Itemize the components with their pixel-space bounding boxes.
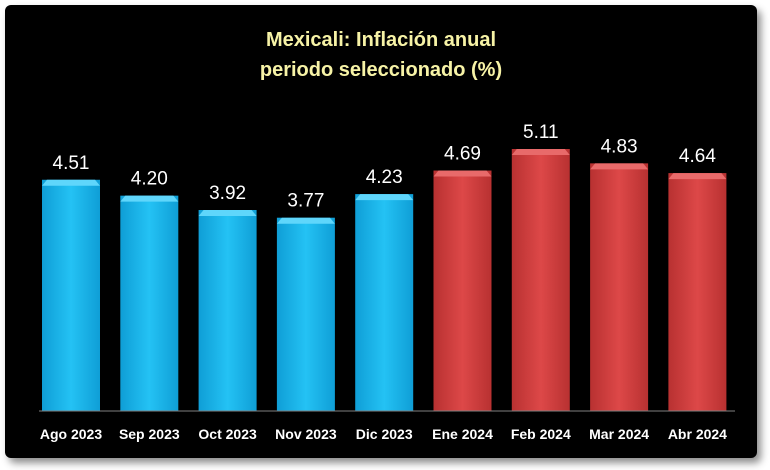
bar-value-label-8: 4.64 [679,146,716,167]
category-label-3: Nov 2023 [275,426,337,442]
bar-rect-3 [276,217,335,411]
bar-cap-2 [198,210,257,217]
category-label-4: Dic 2023 [356,426,413,442]
category-label-7: Mar 2024 [589,426,649,442]
category-label-6: Feb 2024 [511,426,571,442]
bar-rect-5 [433,170,492,411]
chart-title-line-2: periodo seleccionado (%) [259,59,503,81]
category-label-5: Ene 2024 [432,426,493,442]
bar-0 [42,179,100,411]
bar-value-label-1: 4.20 [131,169,168,190]
bar-cap-4 [355,194,414,201]
bar-4 [355,194,414,411]
bar-2 [198,210,257,411]
bar-cap-8 [668,173,727,180]
category-label-2: Oct 2023 [198,426,257,442]
bar-rect-6 [511,149,570,411]
bar-cap-5 [433,170,492,177]
bar-3 [276,217,335,411]
category-labels-group: Ago 2023 Sep 2023 Oct 2023 Nov 2023 Dic 2023… [40,426,727,442]
bar-rect-0 [42,179,100,411]
bar-chart: 4.51 4.20 3.92 3.77 4.23 4.69 5.11 4.83 4.64 Ago… [39,122,735,442]
chart-frame: Mexicali: Inflación anual periodo selecc… [5,5,757,458]
bar-value-label-4: 4.23 [366,167,403,188]
bar-8 [668,173,727,411]
bar-rect-7 [590,163,649,411]
bar-6 [511,149,570,411]
bar-cap-1 [120,195,179,202]
bar-cap-0 [42,179,100,186]
bar-5 [433,170,492,411]
bar-value-label-2: 3.92 [209,183,246,204]
bar-1 [120,195,179,411]
bar-cap-6 [511,149,570,155]
chart-title-line-1: Mexicali: Inflación anual [265,29,497,51]
bar-rect-4 [355,194,414,411]
bar-value-label-7: 4.83 [601,136,638,157]
category-label-8: Abr 2024 [668,426,727,442]
category-label-0: Ago 2023 [40,426,102,442]
chart-title: Mexicali: Inflación anual periodo selecc… [5,25,757,85]
bar-rect-1 [120,195,179,411]
bar-rect-2 [198,210,257,411]
bar-rect-8 [668,173,727,411]
category-label-1: Sep 2023 [119,426,180,442]
bar-cap-3 [276,217,335,224]
bar-value-label-3: 3.77 [287,191,324,212]
bar-value-label-0: 4.51 [53,153,90,174]
bar-cap-7 [590,163,649,170]
bars-group: 4.51 4.20 3.92 3.77 4.23 4.69 5.11 4.83 4.64 [42,122,727,411]
bar-value-label-6: 5.11 [523,122,559,143]
bar-7 [590,163,649,411]
bar-value-label-5: 4.69 [444,144,481,165]
